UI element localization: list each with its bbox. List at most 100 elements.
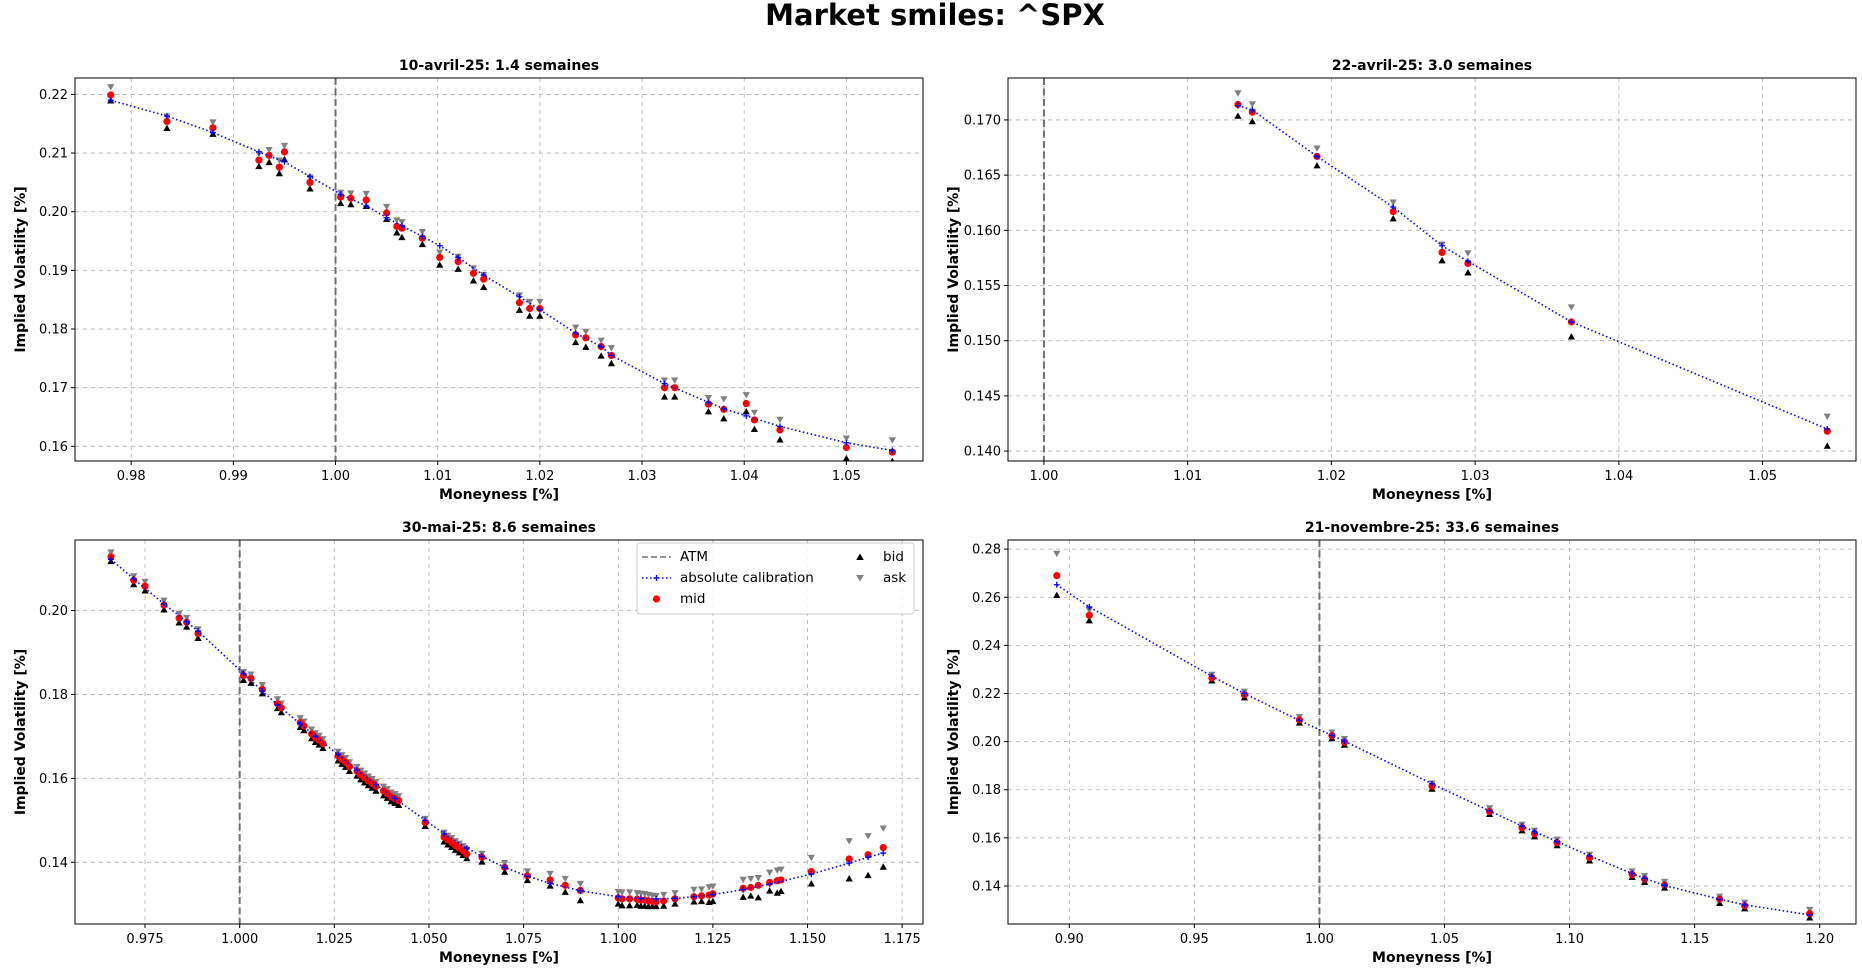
bid-point: [1716, 899, 1724, 907]
calibration-point: [843, 439, 850, 446]
calibration-point: [1824, 425, 1831, 432]
mid-point: [660, 897, 668, 905]
mid-point: [319, 739, 327, 748]
plot-area: [1053, 550, 1814, 921]
calibration-point: [766, 881, 773, 888]
bid-point: [501, 868, 509, 875]
ask-point: [175, 610, 183, 618]
bid-point: [1313, 161, 1321, 169]
calibration-point: [1208, 673, 1215, 680]
mid-point: [436, 253, 444, 262]
x-tick-label: 1.15: [1680, 932, 1709, 947]
calibration-point: [455, 254, 462, 261]
calibration-point: [183, 618, 190, 625]
ask-point: [572, 324, 580, 332]
x-tick-label: 1.025: [316, 932, 353, 947]
bid-point: [398, 233, 406, 241]
bid-point: [704, 407, 713, 415]
calibration-point: [1806, 911, 1813, 918]
bid-point: [776, 436, 784, 443]
bid-point: [277, 708, 285, 716]
mid-point: [175, 614, 183, 622]
calibration-point: [808, 871, 815, 878]
bid-point: [469, 277, 478, 284]
calibration-point: [383, 214, 390, 221]
bid-point: [379, 791, 388, 799]
panel-title: 22-avril-25: 3.0 semaines: [1332, 58, 1532, 74]
mid-point: [1085, 611, 1093, 619]
mid-point: [163, 117, 171, 126]
legend-ask-label: ask: [883, 570, 906, 586]
ask-point: [690, 886, 698, 894]
bid-point: [842, 454, 850, 461]
mid-point: [383, 209, 391, 217]
bid-point: [660, 902, 668, 909]
ask-point: [368, 776, 376, 783]
mid-point: [345, 763, 354, 771]
panels: 0.98 0.99 1.00 1.01 1.02 1.03 1.04 1.05 0.16 0.17…: [13, 58, 1857, 966]
bid-point: [582, 343, 590, 350]
bid-point: [337, 199, 345, 207]
ask-point: [379, 783, 388, 790]
calibration-point: [1519, 823, 1526, 830]
calibration-point: [846, 860, 853, 867]
bid-point: [255, 162, 263, 170]
calibration-point: [1086, 603, 1093, 610]
bid-point: [300, 726, 308, 734]
ask-point: [247, 671, 255, 678]
mid-point: [306, 178, 314, 187]
x-tick-label: 1.100: [600, 932, 637, 947]
ask-point: [258, 682, 266, 689]
bid-point: [1438, 256, 1446, 264]
x-tick-label: 1.150: [789, 932, 826, 947]
x-tick-label: 1.00: [1305, 932, 1334, 947]
bid-point: [766, 887, 774, 894]
y-axis-label: Implied Volatility [%]: [13, 649, 29, 815]
ask-point: [546, 870, 554, 878]
calibration-point: [608, 352, 615, 359]
ask-point: [671, 377, 679, 384]
ask-point: [1085, 607, 1093, 614]
y-axis-label: Implied Volatility [%]: [946, 649, 962, 815]
calibration-point: [577, 887, 584, 894]
bid-point: [436, 261, 444, 268]
x-tick-label: 0.98: [117, 469, 146, 484]
y-tick-label: 0.19: [39, 264, 68, 279]
bid-point: [754, 893, 762, 901]
bid-point: [879, 863, 887, 870]
ask-point: [1313, 145, 1321, 152]
x-tick-label: 0.99: [219, 469, 248, 484]
ask-point: [501, 859, 509, 867]
legend-bid-label: bid: [883, 549, 904, 565]
ask-point: [607, 345, 615, 352]
bid-point: [395, 801, 403, 809]
bid-point: [160, 606, 168, 613]
calibration-point: [480, 272, 487, 279]
ask-point: [807, 854, 815, 862]
y-tick-label: 0.20: [39, 604, 68, 619]
x-tick-label: 1.175: [884, 932, 921, 947]
ask-point: [1464, 250, 1472, 257]
mid-point: [469, 269, 478, 277]
legend-calib-marker: [653, 575, 660, 581]
mid-point: [879, 844, 887, 852]
mid-point: [362, 196, 370, 204]
calibration-point: [1716, 896, 1723, 903]
mid-point: [107, 91, 115, 99]
mid-point: [561, 881, 569, 889]
calibration-point: [1328, 732, 1335, 739]
calibration-point: [195, 628, 202, 635]
bid-point: [671, 900, 679, 907]
ask-point: [436, 249, 444, 256]
calibration-point: [163, 113, 170, 120]
mid-point: [209, 124, 217, 132]
calibration-point: [274, 701, 281, 708]
bid-point: [807, 880, 815, 887]
bid-point: [1464, 269, 1472, 276]
bid-point: [1823, 442, 1831, 449]
bid-point: [275, 169, 283, 177]
calibration-point: [1296, 717, 1303, 724]
mid-point: [480, 275, 488, 283]
y-tick-label: 0.140: [964, 445, 1001, 460]
ask-point: [391, 791, 399, 798]
